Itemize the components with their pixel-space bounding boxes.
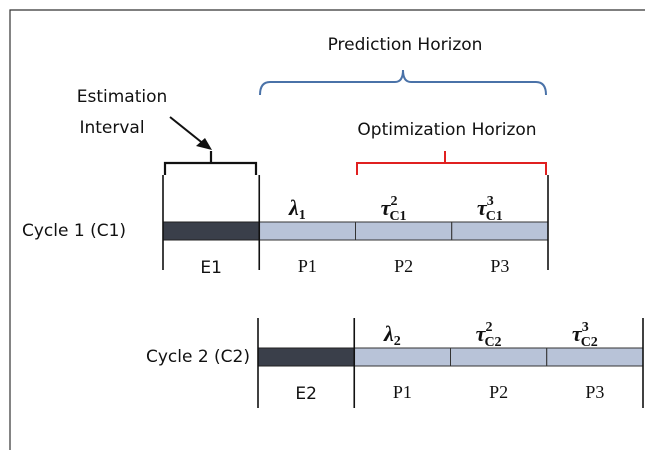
estimation-label: Interval	[79, 118, 144, 138]
period-block	[353, 347, 451, 367]
prediction-brace	[259, 69, 547, 96]
estimation-block	[257, 347, 355, 367]
estimation-label: Estimation	[77, 87, 168, 107]
period-text: P3	[585, 382, 604, 402]
period-text: P1	[298, 256, 317, 276]
estimation-text: E2	[295, 384, 317, 404]
prediction-horizon-label: Prediction Horizon	[328, 35, 483, 55]
symbol-base: λ	[288, 195, 299, 220]
symbol-sub: C1	[486, 209, 503, 224]
estimation-text: E1	[200, 258, 222, 278]
symbol-sub: C2	[484, 335, 501, 350]
cycle-label: Cycle 2 (C2)	[146, 347, 250, 367]
symbol-base: λ	[383, 321, 394, 346]
symbol-sup: 3	[487, 194, 494, 209]
period-block	[450, 347, 548, 367]
arrowhead	[196, 138, 212, 150]
period-block	[258, 221, 356, 241]
symbol-base: τ	[572, 321, 583, 346]
period-block	[451, 221, 549, 241]
optimization-brace	[356, 151, 547, 175]
symbol-sup: 2	[390, 194, 397, 209]
optimization-horizon-label: Optimization Horizon	[357, 120, 536, 140]
symbol: λ1	[288, 195, 306, 223]
symbol-sub: C1	[389, 209, 406, 224]
symbol: τ3 C1	[477, 194, 503, 224]
cycle-label: Cycle 1 (C1)	[22, 221, 126, 241]
symbol-sub: C2	[581, 335, 598, 350]
arrow	[169, 116, 206, 146]
symbol: τ3 C2	[572, 320, 598, 350]
frame	[9, 9, 645, 450]
period-text: P3	[490, 256, 509, 276]
period-block	[355, 221, 453, 241]
period-text: P2	[489, 382, 508, 402]
period-text: P1	[393, 382, 412, 402]
symbol: λ2	[383, 321, 401, 349]
symbol: τ2 C1	[381, 194, 407, 224]
symbol-sup: 2	[485, 320, 492, 335]
symbol-sub: 2	[394, 334, 401, 349]
period-text: P2	[394, 256, 413, 276]
symbol-base: τ	[476, 321, 487, 346]
estimation-brace	[163, 151, 258, 175]
symbol-base: τ	[477, 195, 488, 220]
symbol-base: τ	[381, 195, 392, 220]
symbol-sup: 3	[582, 320, 589, 335]
symbol: τ2 C2	[476, 320, 502, 350]
symbol-sub: 1	[299, 208, 306, 223]
estimation-block	[162, 221, 260, 241]
period-block	[546, 347, 644, 367]
